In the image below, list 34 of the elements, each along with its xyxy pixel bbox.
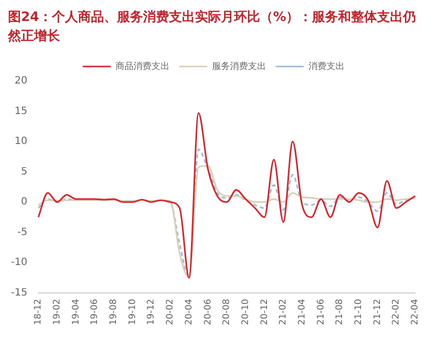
legend-label: 消费支出 — [308, 60, 344, 72]
x-tick-label: 21-10 — [354, 298, 364, 326]
x-tick-label: 20-10 — [240, 298, 251, 326]
y-tick-label: 20 — [14, 76, 28, 87]
x-tick-label: 22-02 — [392, 298, 402, 326]
x-tick-label: 18-12 — [34, 298, 44, 326]
x-tick-label: 19-08 — [109, 298, 120, 326]
y-tick-label: 15 — [14, 106, 28, 117]
x-tick-label: 21-06 — [316, 298, 326, 326]
chart-title: 图24：个人商品、服务消费支出实际月环比（%）：服务和整体支出仍然正增长 — [8, 8, 418, 46]
x-tick-label: 20-02 — [166, 298, 176, 326]
x-tick-label: 19-10 — [128, 298, 138, 326]
x-tick-label: 21-02 — [278, 298, 289, 326]
x-tick-label: 20-06 — [203, 298, 214, 326]
y-tick-label: 5 — [20, 166, 28, 178]
x-tick-label: 20-08 — [222, 298, 232, 326]
y-tick-label: -15 — [10, 287, 28, 298]
x-tick-label: 19-06 — [90, 298, 100, 326]
legend-label: 服务消费支出 — [212, 60, 266, 72]
x-tick-label: 21-12 — [372, 298, 383, 326]
x-tick-label: 20-12 — [260, 298, 270, 326]
x-tick-label: 20-04 — [184, 298, 194, 326]
x-tick-label: 21-08 — [335, 298, 346, 326]
x-tick-label: 19-04 — [71, 298, 82, 326]
x-tick-label: 21-04 — [297, 298, 308, 326]
line-series — [38, 112, 416, 279]
x-tick-label: 19-12 — [146, 298, 157, 326]
y-tick-label: -10 — [10, 257, 28, 268]
x-tick-label: 22-04 — [410, 298, 421, 326]
legend-label: 商品消费支出 — [115, 60, 170, 72]
y-tick-label: 0 — [20, 196, 28, 208]
x-tick-label: 19-02 — [52, 298, 63, 326]
y-tick-label: -5 — [17, 226, 28, 238]
y-tick-label: 10 — [14, 136, 28, 148]
